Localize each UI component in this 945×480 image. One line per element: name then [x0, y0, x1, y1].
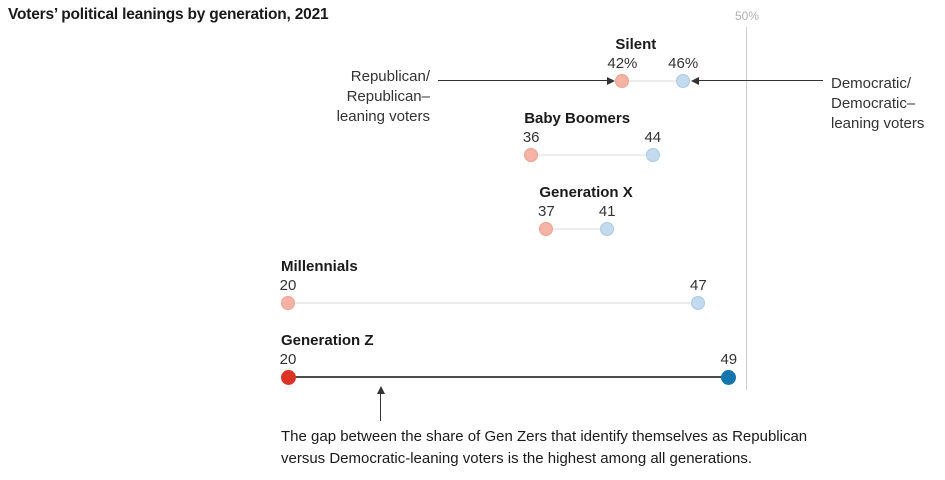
gridline-label-50pct: 50%: [734, 9, 760, 23]
republican-dot: [280, 369, 296, 385]
dumbbell-connector-line: [288, 302, 699, 304]
generation-label: Generation X: [539, 184, 633, 201]
democratic-dot: [645, 148, 660, 162]
dumbbell-connector-line: [622, 80, 684, 82]
dumbbell-connector-line: [531, 154, 653, 156]
reference-gridline-50pct: [746, 27, 747, 390]
republican-dot: [524, 148, 539, 162]
democratic-value-label: 46%: [668, 55, 699, 72]
republican-value-label: 20: [279, 351, 297, 368]
democratic-series-label: Democratic/ Democratic– leaning voters: [831, 75, 925, 132]
democratic-pointer-arrowhead-icon: [691, 77, 699, 85]
generation-label: Silent: [615, 36, 657, 53]
democratic-dot: [691, 296, 706, 310]
republican-value-label: 42%: [607, 55, 638, 72]
republican-dot: [539, 222, 554, 236]
republican-series-label: Republican/ Republican– leaning voters: [336, 68, 430, 125]
republican-dot: [281, 296, 295, 310]
republican-value-label: 37: [538, 203, 555, 220]
democratic-value-label: 41: [598, 203, 616, 220]
republican-pointer-arrowhead-icon: [607, 77, 615, 85]
democratic-value-label: 47: [690, 277, 707, 294]
democratic-pointer-arrow-line: [699, 80, 823, 81]
dumbbell-connector-line: [546, 228, 608, 230]
democratic-dot: [600, 222, 615, 236]
generation-label: Generation Z: [281, 332, 374, 349]
chart-title: Voters’ political leanings by generation…: [8, 6, 329, 23]
generation-label: Millennials: [281, 258, 358, 275]
chart-caption: The gap between the share of Gen Zers th…: [281, 428, 808, 467]
republican-pointer-arrow-line: [438, 80, 608, 81]
republican-value-label: 36: [522, 129, 540, 146]
generation-label: Baby Boomers: [524, 110, 631, 127]
democratic-dot: [721, 369, 737, 385]
democratic-value-label: 49: [720, 351, 738, 368]
democratic-value-label: 44: [644, 129, 662, 146]
republican-dot: [615, 74, 630, 88]
dumbbell-connector-line: [288, 376, 729, 378]
republican-value-label: 20: [279, 277, 297, 294]
democratic-dot: [676, 74, 691, 88]
caption-arrowhead-icon: [377, 386, 385, 394]
caption-arrow-line: [380, 393, 381, 421]
